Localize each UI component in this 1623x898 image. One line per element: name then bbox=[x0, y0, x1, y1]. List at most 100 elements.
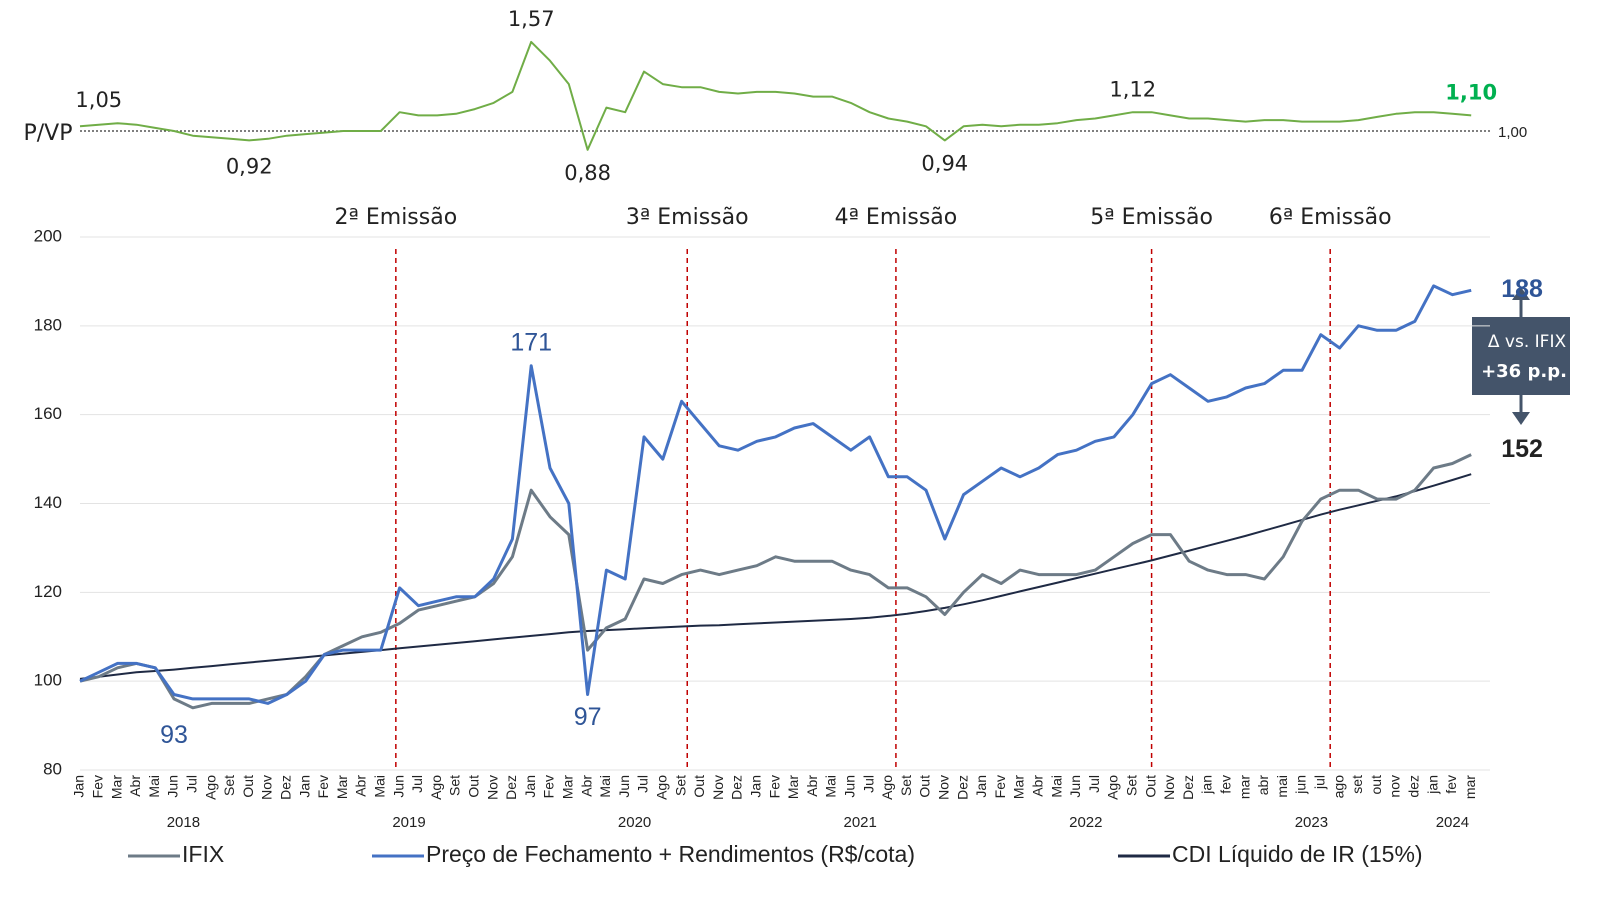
x-tick-label: Jul bbox=[1086, 775, 1102, 793]
x-tick-label: Ago bbox=[879, 775, 895, 800]
annotation: 0,94 bbox=[921, 151, 968, 175]
x-tick-label: Jun bbox=[165, 775, 181, 798]
annotation: 0,88 bbox=[564, 161, 611, 185]
x-tick-label: abr bbox=[1255, 775, 1271, 796]
year-label: 2021 bbox=[844, 814, 877, 831]
x-tick-label: Mar bbox=[785, 775, 801, 799]
reference-label: 1,00 bbox=[1498, 124, 1527, 141]
x-tick-label: Mai bbox=[372, 775, 388, 798]
arrow-up-head bbox=[1512, 287, 1530, 300]
x-tick-label: jul bbox=[1312, 775, 1328, 790]
x-tick-label: Jun bbox=[390, 775, 406, 798]
x-tick-label: Jan bbox=[71, 775, 87, 798]
x-tick-label: Jan bbox=[296, 775, 312, 798]
x-tick-label: Dez bbox=[954, 775, 970, 800]
x-tick-label: Abr bbox=[578, 775, 594, 797]
x-tick-label: Fev bbox=[992, 775, 1008, 798]
x-tick-label: Mai bbox=[146, 775, 162, 798]
year-label: 2022 bbox=[1069, 814, 1102, 831]
x-tick-label: Mar bbox=[334, 775, 350, 799]
annotation: 152 bbox=[1501, 435, 1543, 463]
x-tick-label: mar bbox=[1462, 775, 1478, 799]
x-tick-label: Ago bbox=[428, 775, 444, 800]
x-tick-label: Fev bbox=[315, 775, 331, 798]
x-tick-label: Set bbox=[672, 775, 688, 796]
legend-label: Preço de Fechamento + Rendimentos (R$/co… bbox=[426, 841, 915, 867]
x-tick-label: Set bbox=[898, 775, 914, 796]
series-line bbox=[79, 453, 1472, 710]
x-tick-label: Abr bbox=[127, 775, 143, 797]
arrow-down-head bbox=[1512, 412, 1530, 425]
year-label: 2024 bbox=[1436, 814, 1469, 831]
x-tick-label: Mar bbox=[1011, 775, 1027, 799]
x-tick-label: Nov bbox=[936, 775, 952, 800]
series-line bbox=[79, 473, 1472, 680]
x-tick-label: Dez bbox=[278, 775, 294, 800]
x-tick-label: Jan bbox=[522, 775, 538, 798]
annotation: 0,92 bbox=[226, 155, 273, 179]
y-tick-label: 80 bbox=[43, 759, 62, 778]
x-tick-label: Ago bbox=[202, 775, 218, 800]
legend-label: IFIX bbox=[182, 841, 224, 867]
x-tick-label: Set bbox=[221, 775, 237, 796]
x-tick-label: Jul bbox=[409, 775, 425, 793]
x-tick-label: Out bbox=[691, 775, 707, 798]
emission-label: 3ª Emissão bbox=[626, 205, 749, 230]
year-label: 2018 bbox=[167, 814, 200, 831]
y-tick-label: 100 bbox=[34, 671, 62, 690]
x-tick-label: Nov bbox=[484, 775, 500, 800]
x-tick-label: Jun bbox=[842, 775, 858, 798]
x-tick-label: Jun bbox=[616, 775, 632, 798]
x-tick-label: Nov bbox=[1161, 775, 1177, 800]
x-tick-label: Out bbox=[240, 775, 256, 798]
x-tick-label: Mar bbox=[108, 775, 124, 799]
emission-label: 2ª Emissão bbox=[335, 205, 458, 230]
emission-label: 6ª Emissão bbox=[1269, 205, 1392, 230]
x-tick-label: Fev bbox=[541, 775, 557, 798]
x-tick-label: Out bbox=[1142, 775, 1158, 798]
x-tick-label: fev bbox=[1218, 775, 1234, 794]
series-line bbox=[79, 284, 1472, 705]
x-tick-label: Set bbox=[1124, 775, 1140, 796]
x-tick-label: Jul bbox=[184, 775, 200, 793]
annotation: 93 bbox=[160, 721, 188, 749]
x-tick-label: Ago bbox=[654, 775, 670, 800]
y-tick-label: 140 bbox=[34, 493, 62, 512]
y-axis-label: P/VP bbox=[24, 121, 73, 146]
x-tick-label: jan bbox=[1424, 775, 1440, 795]
annotation: 1,12 bbox=[1109, 77, 1156, 101]
x-tick-label: Mai bbox=[597, 775, 613, 798]
year-label: 2020 bbox=[618, 814, 651, 831]
delta-value: +36 p.p. bbox=[1481, 361, 1567, 382]
y-tick-label: 120 bbox=[34, 582, 62, 601]
x-tick-label: jun bbox=[1293, 775, 1309, 795]
x-tick-label: Nov bbox=[710, 775, 726, 800]
x-tick-label: out bbox=[1368, 775, 1384, 795]
x-tick-label: Out bbox=[917, 775, 933, 798]
x-tick-label: Jan bbox=[748, 775, 764, 798]
x-tick-label: fev bbox=[1443, 775, 1459, 794]
year-label: 2019 bbox=[392, 814, 425, 831]
x-tick-label: jan bbox=[1199, 775, 1215, 795]
y-tick-label: 180 bbox=[34, 315, 62, 334]
annotation: 1,57 bbox=[508, 7, 555, 31]
x-tick-label: Jun bbox=[1067, 775, 1083, 798]
x-tick-label: Mai bbox=[823, 775, 839, 798]
annotation: 171 bbox=[510, 328, 552, 356]
annotation: 97 bbox=[574, 703, 602, 731]
emission-label: 5ª Emissão bbox=[1090, 205, 1213, 230]
x-tick-label: Abr bbox=[804, 775, 820, 797]
y-tick-label: 200 bbox=[34, 226, 62, 245]
x-tick-label: nov bbox=[1387, 775, 1403, 798]
pvp-line bbox=[79, 40, 1472, 151]
annotation: 1,10 bbox=[1445, 80, 1497, 104]
x-tick-label: Dez bbox=[1180, 775, 1196, 800]
x-tick-label: Set bbox=[447, 775, 463, 796]
x-tick-label: Abr bbox=[353, 775, 369, 797]
year-label: 2023 bbox=[1295, 814, 1328, 831]
delta-label: Δ vs. IFIX bbox=[1488, 332, 1567, 352]
x-tick-label: Dez bbox=[729, 775, 745, 800]
x-tick-label: Fev bbox=[766, 775, 782, 798]
x-tick-label: ago bbox=[1330, 775, 1346, 799]
